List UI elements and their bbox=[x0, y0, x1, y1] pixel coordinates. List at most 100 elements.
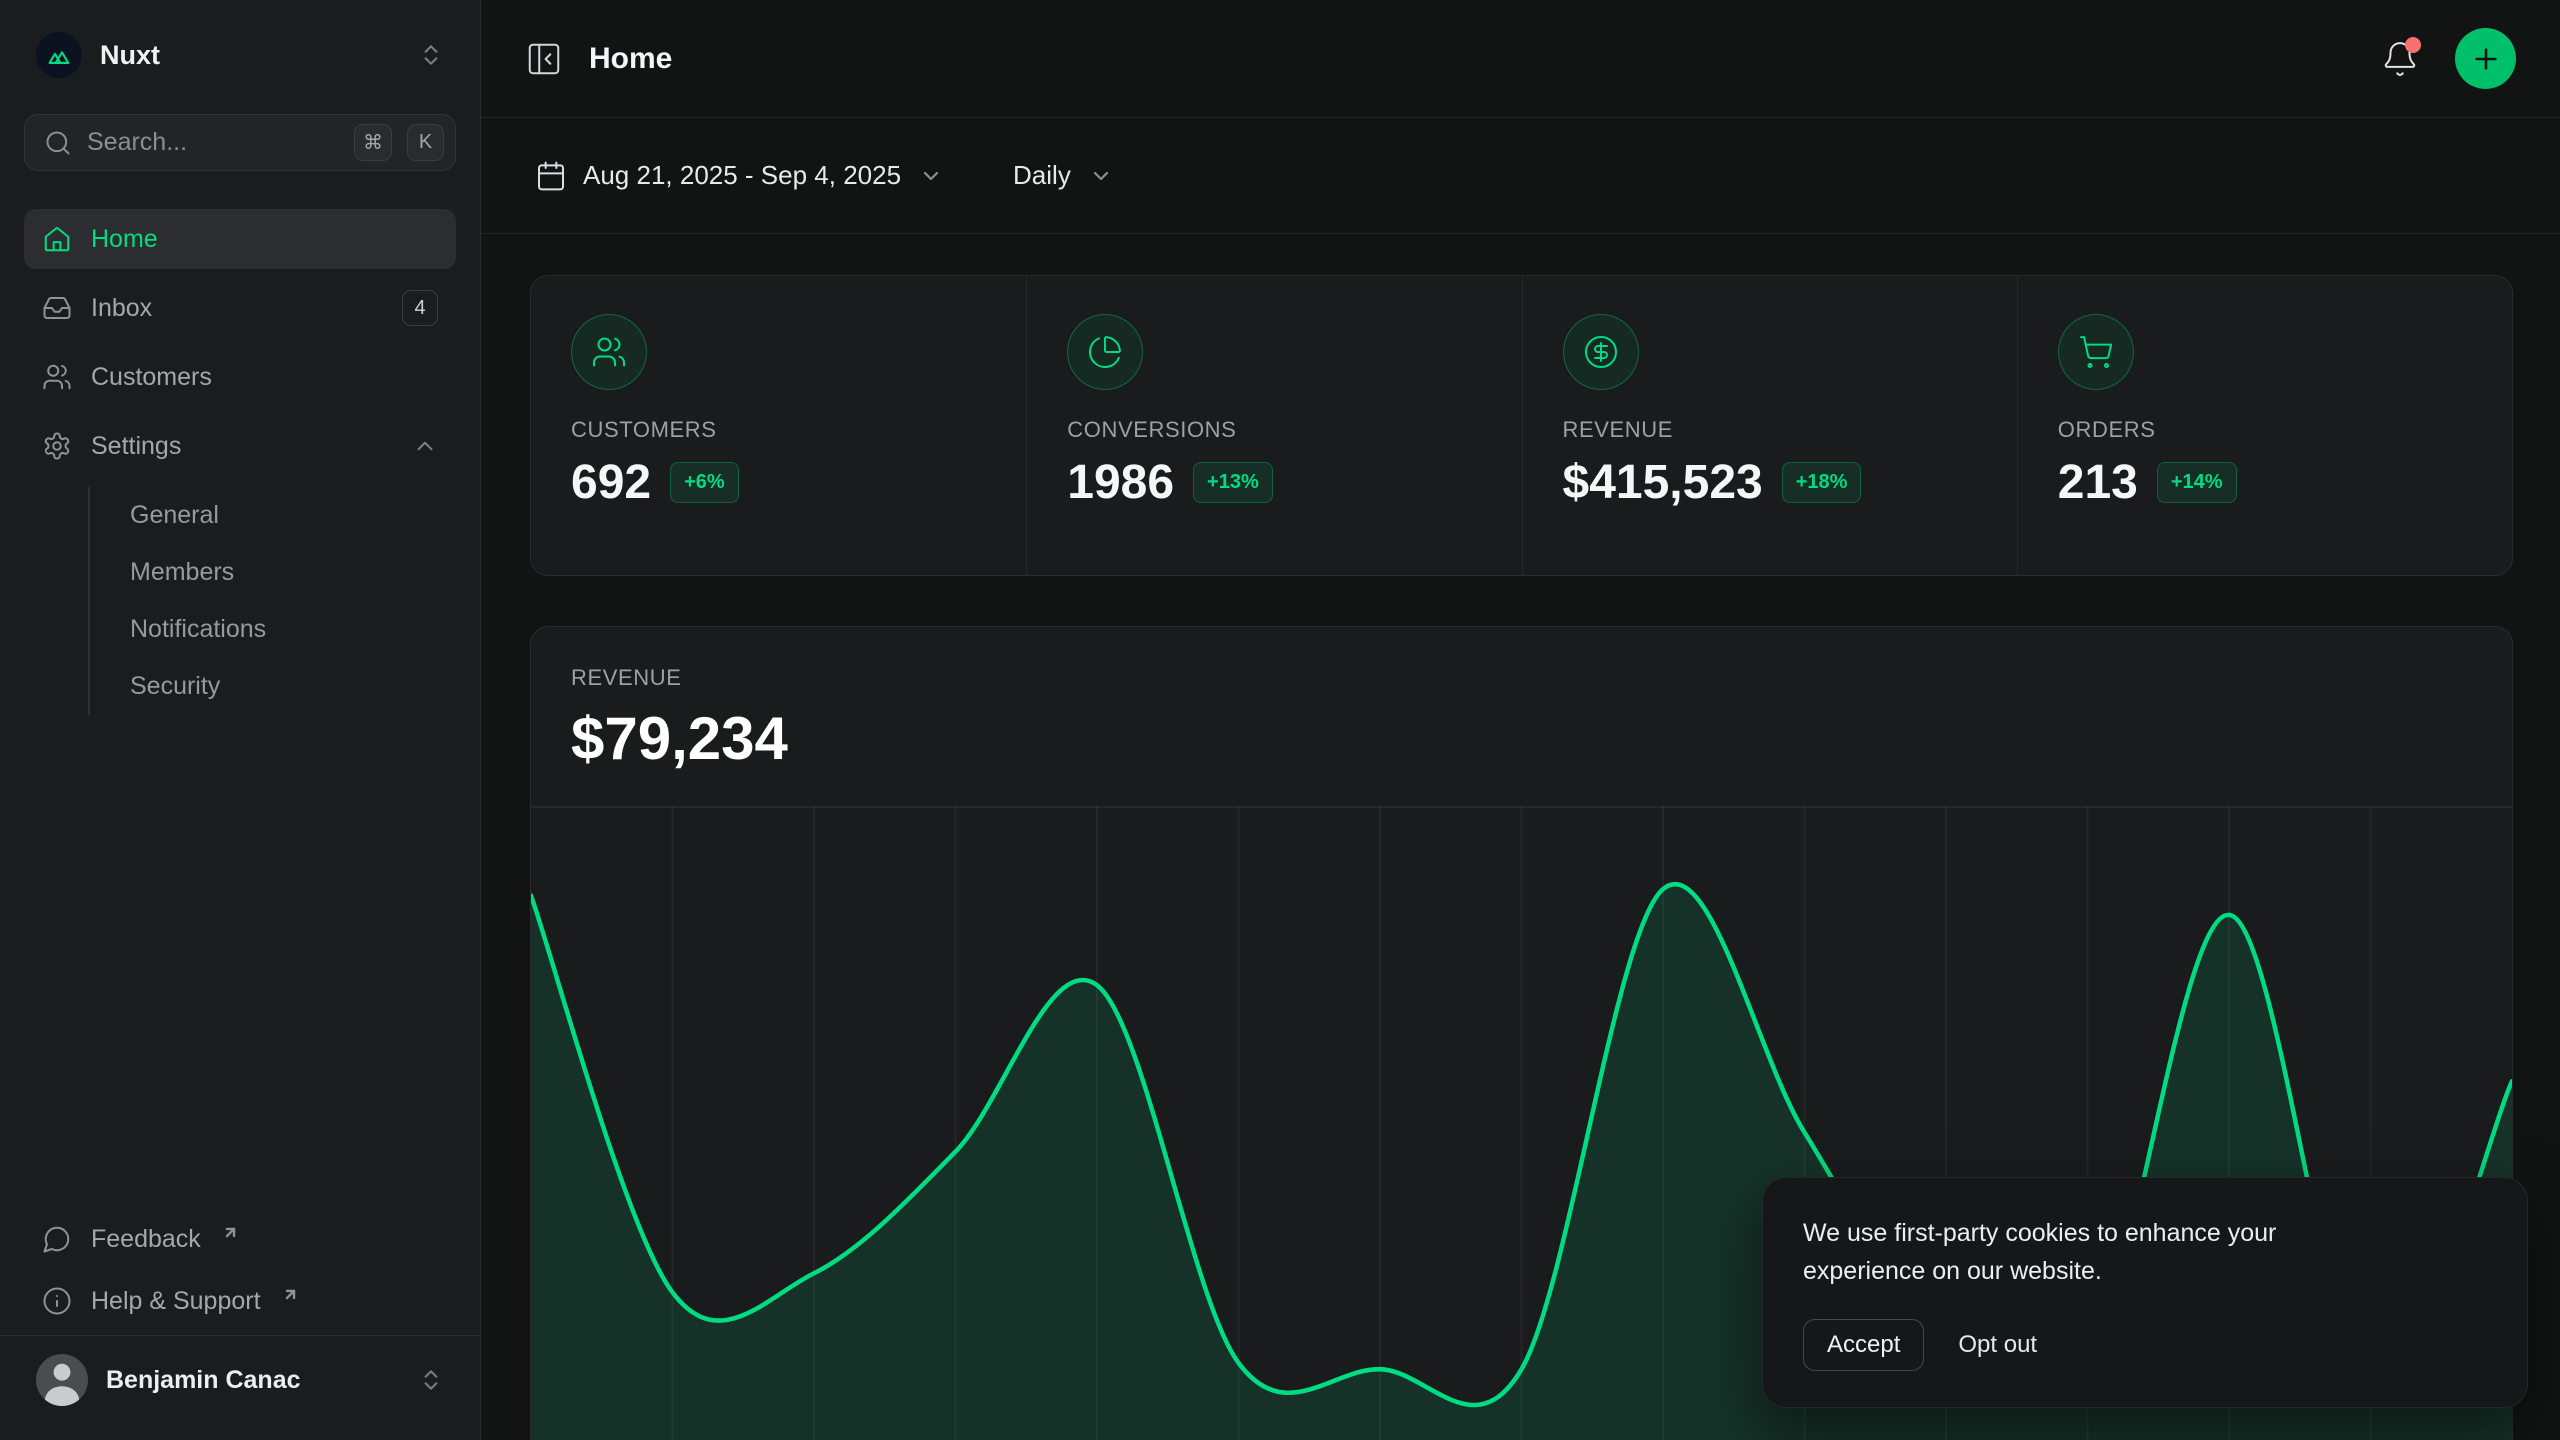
person-silhouette-icon bbox=[36, 1354, 88, 1406]
user-menu[interactable]: Benjamin Canac bbox=[24, 1352, 456, 1408]
settings-gear-icon bbox=[42, 431, 72, 461]
stat-icon-circle bbox=[1563, 314, 1639, 390]
stat-label: CONVERSIONS bbox=[1067, 417, 1481, 443]
sidebar-item-label: Home bbox=[91, 225, 438, 254]
chevron-down-icon bbox=[1089, 164, 1113, 188]
stat-orders[interactable]: ORDERS 213 +14% bbox=[2017, 276, 2512, 575]
cookie-banner: We use first-party cookies to enhance yo… bbox=[1762, 1177, 2528, 1409]
stat-delta-badge: +14% bbox=[2157, 462, 2237, 503]
footer-link-label: Help & Support bbox=[91, 1287, 261, 1316]
stat-revenue[interactable]: REVENUE $415,523 +18% bbox=[1522, 276, 2017, 575]
stat-value: 1986 bbox=[1067, 455, 1174, 510]
inbox-count-badge: 4 bbox=[402, 290, 438, 326]
stat-delta-badge: +18% bbox=[1782, 462, 1862, 503]
stat-icon-circle bbox=[2058, 314, 2134, 390]
cookie-actions: Accept Opt out bbox=[1803, 1319, 2487, 1371]
calendar-icon bbox=[535, 160, 567, 192]
stat-icon-circle bbox=[571, 314, 647, 390]
sidebar-item-security[interactable]: Security bbox=[90, 658, 456, 715]
revenue-chart-value: $79,234 bbox=[571, 704, 2472, 773]
workspace-selector[interactable]: Nuxt bbox=[24, 26, 456, 84]
sidebar-item-members[interactable]: Members bbox=[90, 544, 456, 601]
plus-icon bbox=[2470, 43, 2502, 75]
inbox-icon bbox=[42, 293, 72, 323]
date-range-picker[interactable]: Aug 21, 2025 - Sep 4, 2025 bbox=[521, 148, 957, 204]
sidebar-collapse-button[interactable] bbox=[521, 36, 567, 82]
external-link-arrow-icon bbox=[282, 1286, 299, 1303]
subnav-label: Members bbox=[130, 558, 234, 587]
sidebar-nav: Home Inbox 4 Customers bbox=[24, 209, 456, 717]
stat-customers[interactable]: CUSTOMERS 692 +6% bbox=[531, 276, 1026, 575]
notification-dot bbox=[2405, 37, 2421, 53]
nuxt-mountains-icon bbox=[46, 42, 73, 69]
stat-conversions[interactable]: CONVERSIONS 1986 +13% bbox=[1026, 276, 1521, 575]
sidebar-item-settings[interactable]: Settings bbox=[24, 416, 456, 476]
subnav-label: Notifications bbox=[130, 615, 266, 644]
kbd-command: ⌘ bbox=[354, 124, 392, 161]
sidebar-item-notifications[interactable]: Notifications bbox=[90, 601, 456, 658]
footer-link-label: Feedback bbox=[91, 1225, 201, 1254]
search-input[interactable]: Search... ⌘ K bbox=[24, 114, 456, 171]
cookie-opt-out-button[interactable]: Opt out bbox=[1954, 1320, 2041, 1370]
external-link-arrow-icon bbox=[222, 1224, 239, 1241]
stat-delta-badge: +13% bbox=[1193, 462, 1273, 503]
stat-label: REVENUE bbox=[1563, 417, 1977, 443]
date-range-value: Aug 21, 2025 - Sep 4, 2025 bbox=[583, 160, 901, 191]
stats-card: CUSTOMERS 692 +6% CONVERSIONS bbox=[530, 275, 2513, 576]
cookie-accept-button[interactable]: Accept bbox=[1803, 1319, 1924, 1371]
feedback-link[interactable]: Feedback bbox=[24, 1211, 456, 1267]
info-circle-icon bbox=[42, 1286, 72, 1316]
sidebar-item-label: Customers bbox=[91, 363, 438, 392]
stat-value: 692 bbox=[571, 455, 651, 510]
avatar bbox=[36, 1354, 88, 1406]
nuxt-logo bbox=[36, 32, 82, 78]
main-header: Home bbox=[481, 0, 2560, 118]
sidebar-item-label: Inbox bbox=[91, 294, 383, 323]
search-icon bbox=[44, 129, 72, 157]
sidebar-item-home[interactable]: Home bbox=[24, 209, 456, 269]
users-icon bbox=[42, 362, 72, 392]
message-bubble-icon bbox=[42, 1224, 72, 1254]
period-select[interactable]: Daily bbox=[999, 148, 1127, 203]
kbd-k: K bbox=[407, 124, 444, 161]
settings-subnav: General Members Notifications Security bbox=[88, 487, 456, 715]
shopping-cart-icon bbox=[2078, 334, 2114, 370]
cookie-message: We use first-party cookies to enhance yo… bbox=[1803, 1214, 2403, 1292]
home-icon bbox=[42, 224, 72, 254]
revenue-chart-label: REVENUE bbox=[571, 665, 2472, 691]
chevrons-up-down-icon bbox=[418, 42, 444, 68]
stat-value: 213 bbox=[2058, 455, 2138, 510]
user-name: Benjamin Canac bbox=[106, 1366, 400, 1395]
subnav-label: General bbox=[130, 501, 219, 530]
sidebar-footer: Feedback Help & Support bbox=[24, 1211, 456, 1440]
notifications-button[interactable] bbox=[2375, 34, 2425, 84]
stat-icon-circle bbox=[1067, 314, 1143, 390]
add-button[interactable] bbox=[2455, 28, 2516, 89]
stat-label: ORDERS bbox=[2058, 417, 2472, 443]
subnav-label: Security bbox=[130, 672, 220, 701]
sidebar: Nuxt Search... ⌘ K Home bbox=[0, 0, 481, 1440]
filters-toolbar: Aug 21, 2025 - Sep 4, 2025 Daily bbox=[481, 118, 2560, 234]
panel-left-close-icon bbox=[525, 40, 563, 78]
stat-value: $415,523 bbox=[1563, 455, 1763, 510]
chevron-up-icon bbox=[412, 433, 438, 459]
sidebar-item-customers[interactable]: Customers bbox=[24, 347, 456, 407]
period-value: Daily bbox=[1013, 160, 1071, 191]
chevrons-up-down-icon bbox=[418, 1367, 444, 1393]
sidebar-item-inbox[interactable]: Inbox 4 bbox=[24, 278, 456, 338]
help-support-link[interactable]: Help & Support bbox=[24, 1273, 456, 1329]
header-actions bbox=[2375, 28, 2516, 89]
workspace-name: Nuxt bbox=[100, 40, 400, 71]
sidebar-item-general[interactable]: General bbox=[90, 487, 456, 544]
stat-label: CUSTOMERS bbox=[571, 417, 986, 443]
sidebar-item-label: Settings bbox=[91, 432, 393, 461]
page-title: Home bbox=[589, 42, 672, 76]
search-placeholder: Search... bbox=[87, 128, 339, 157]
users-icon bbox=[591, 334, 627, 370]
stat-delta-badge: +6% bbox=[670, 462, 739, 503]
revenue-chart-header: REVENUE $79,234 bbox=[531, 627, 2512, 773]
pie-chart-icon bbox=[1087, 334, 1123, 370]
chevron-down-icon bbox=[919, 164, 943, 188]
dollar-circle-icon bbox=[1583, 334, 1619, 370]
user-strip: Benjamin Canac bbox=[0, 1335, 480, 1426]
